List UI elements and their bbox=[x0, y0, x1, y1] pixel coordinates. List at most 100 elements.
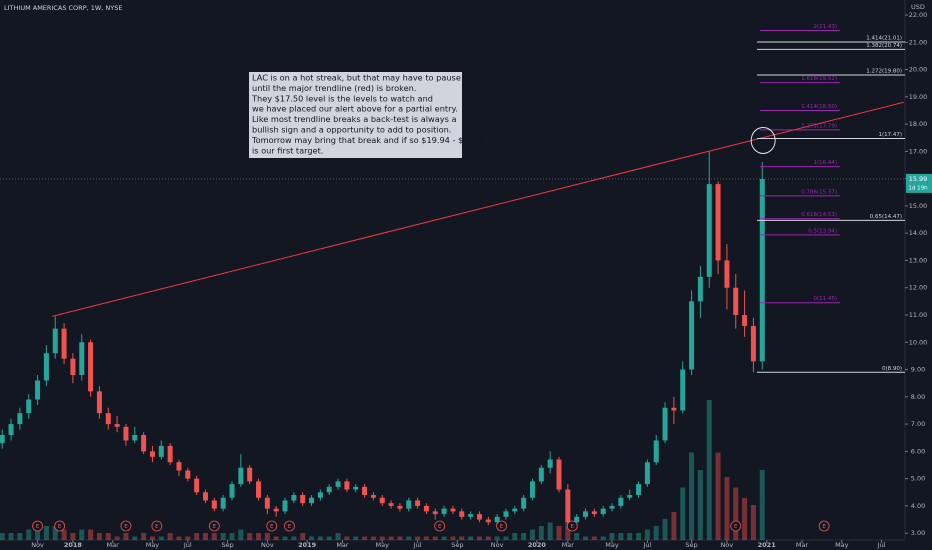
candle-body bbox=[556, 459, 562, 490]
earnings-label: E bbox=[270, 524, 274, 530]
annotation-text: bullish sign and a opportunity to add to… bbox=[252, 125, 451, 135]
earnings-marker bbox=[54, 520, 66, 532]
y-tick-label: 20.00 bbox=[909, 66, 928, 74]
candle-body bbox=[468, 514, 474, 517]
volume-bar bbox=[362, 536, 368, 540]
volume-bar bbox=[441, 536, 447, 540]
earnings-marker bbox=[496, 520, 507, 532]
candle-body bbox=[583, 511, 589, 517]
candle-body bbox=[521, 497, 527, 509]
fib-label: 1.272(19.80) bbox=[866, 69, 902, 75]
volume-bar bbox=[96, 533, 102, 540]
y-tick-label: 18.00 bbox=[909, 120, 928, 128]
volume-bar bbox=[609, 533, 615, 540]
volume-bar bbox=[379, 536, 385, 540]
volume-bar bbox=[353, 536, 359, 540]
volume-bar bbox=[680, 487, 686, 540]
volume-bar bbox=[583, 536, 589, 540]
volume-bar bbox=[397, 536, 403, 540]
y-tick-label: 19.00 bbox=[909, 93, 928, 101]
volume-bar bbox=[158, 536, 164, 540]
earnings-label: E bbox=[500, 524, 504, 530]
earnings-label: E bbox=[438, 524, 442, 530]
countdown: 1d 19h bbox=[908, 185, 928, 191]
candle-body bbox=[149, 451, 155, 457]
fib-label: 0.786(15.37) bbox=[801, 189, 837, 195]
candle-body bbox=[291, 495, 297, 501]
volume-bar bbox=[503, 536, 509, 540]
last-price-box bbox=[906, 173, 932, 193]
volume-bar bbox=[450, 536, 456, 540]
fib-label: 0.5(13.94) bbox=[808, 228, 837, 234]
candle-body bbox=[715, 184, 721, 261]
fib-label: 1.382(20.74) bbox=[866, 43, 902, 49]
volume-bar bbox=[750, 505, 756, 540]
x-tick-label: 2018 bbox=[64, 541, 83, 549]
candle-body bbox=[653, 440, 659, 463]
candle-body bbox=[309, 497, 315, 504]
volume-bar bbox=[432, 536, 438, 540]
candle-body bbox=[194, 478, 200, 493]
earnings-label: E bbox=[734, 524, 738, 530]
candle-body bbox=[273, 508, 279, 512]
y-tick-label: 7.00 bbox=[911, 420, 925, 428]
earnings-marker bbox=[32, 520, 43, 532]
earnings-marker bbox=[284, 520, 295, 532]
volume-bar bbox=[26, 529, 32, 540]
fib-label: 0(11.45) bbox=[813, 296, 837, 302]
y-tick-label: 13.00 bbox=[909, 256, 928, 264]
candle-body bbox=[238, 467, 244, 485]
x-tick-label: Nov bbox=[721, 541, 734, 549]
candle-body bbox=[256, 481, 262, 498]
volume-bar bbox=[167, 533, 173, 540]
y-tick-label: 12.00 bbox=[909, 284, 928, 292]
volume-bar bbox=[671, 512, 677, 540]
volume-bar bbox=[282, 536, 288, 540]
candle-body bbox=[61, 328, 67, 359]
candle-body bbox=[220, 497, 226, 509]
y-tick-label: 10.00 bbox=[909, 338, 928, 346]
volume-bar bbox=[123, 533, 129, 540]
volume-bar bbox=[176, 536, 182, 540]
annotation-text: LAC is on a hot streak, but that may hav… bbox=[252, 73, 461, 83]
candle-body bbox=[662, 407, 668, 441]
circle-annotation bbox=[750, 126, 776, 154]
candle-body bbox=[96, 391, 102, 414]
candle-body bbox=[335, 481, 341, 487]
y-tick-label: 14.00 bbox=[909, 229, 928, 237]
x-tick-label: Mar bbox=[107, 541, 120, 549]
annotation-text: They $17.50 level is the levels to watch… bbox=[251, 93, 433, 103]
x-tick-label: Nov bbox=[261, 541, 274, 549]
volume-bar bbox=[415, 536, 421, 540]
x-tick-label: Sep bbox=[685, 541, 697, 549]
volume-bar bbox=[79, 529, 85, 540]
candle-body bbox=[300, 495, 306, 504]
volume-bar bbox=[185, 536, 191, 540]
volume-bar bbox=[335, 533, 341, 540]
earnings-marker bbox=[208, 520, 220, 532]
y-tick-label: 15.00 bbox=[909, 202, 928, 210]
volume-bar bbox=[706, 400, 712, 540]
candle-body bbox=[370, 495, 376, 498]
volume-bar bbox=[547, 522, 553, 540]
fib-label: 1.414(21.01) bbox=[866, 36, 902, 42]
volume-bar bbox=[309, 536, 315, 540]
volume-bar bbox=[653, 526, 659, 540]
candle-body bbox=[353, 486, 359, 490]
fib-label: 1.414(18.50) bbox=[801, 104, 837, 110]
candle-body bbox=[326, 486, 332, 493]
x-tick-label: Mar bbox=[562, 541, 575, 549]
candle-body bbox=[609, 505, 615, 509]
earnings-marker bbox=[120, 520, 132, 532]
annotation-text: until the major trendline (red) is broke… bbox=[252, 83, 416, 93]
volume-bar bbox=[0, 533, 5, 540]
candle-body bbox=[485, 519, 491, 523]
x-tick-label: Nov bbox=[491, 541, 504, 549]
candle-body bbox=[759, 178, 765, 362]
x-tick-label: Nov bbox=[31, 541, 44, 549]
candle-body bbox=[574, 516, 580, 523]
volume-bar bbox=[627, 533, 633, 540]
candle-body bbox=[0, 435, 5, 444]
chart-title: LITHIUM AMERICAS CORP, 1W, NYSE bbox=[4, 4, 123, 12]
